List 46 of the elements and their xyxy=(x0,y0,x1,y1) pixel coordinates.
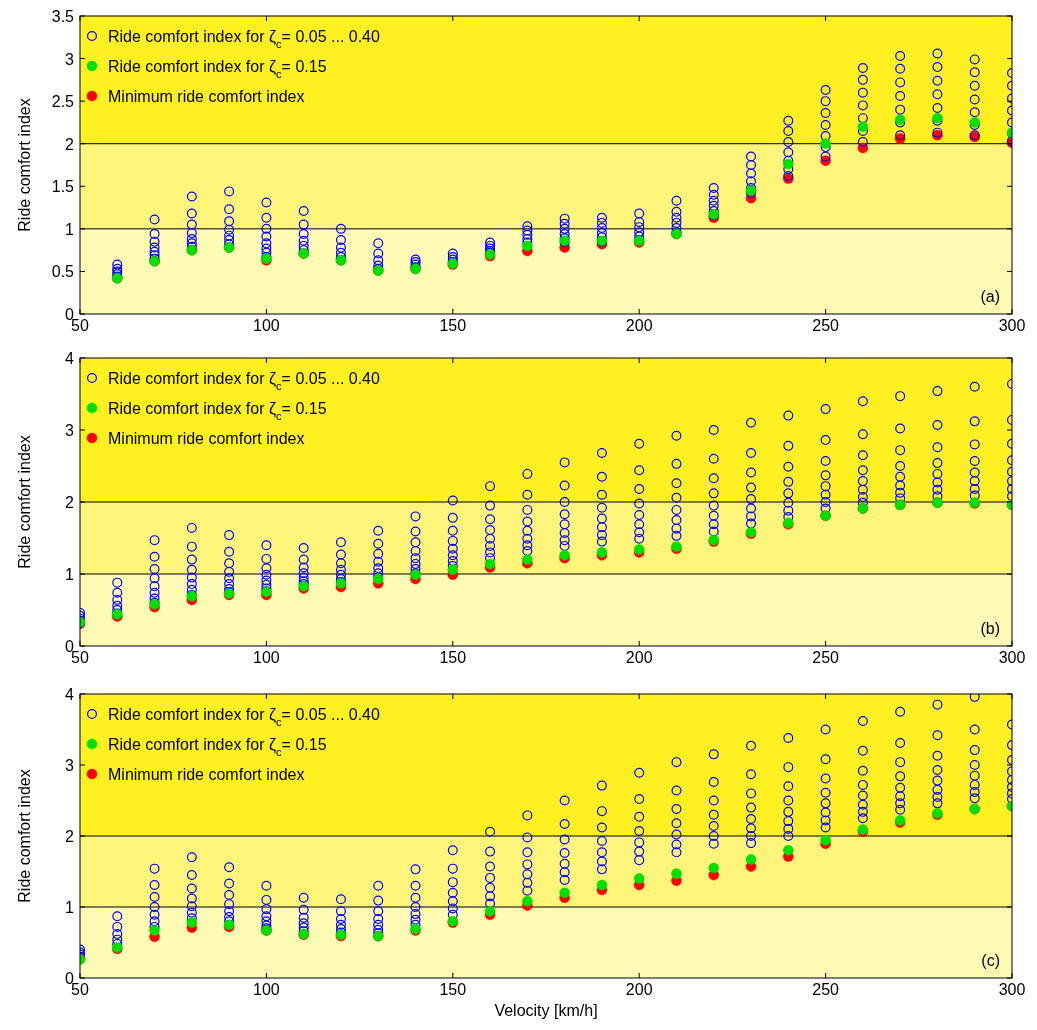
annotation: (a) xyxy=(980,288,1000,305)
y-tick-label: 1 xyxy=(65,220,75,238)
y-tick-label: 1 xyxy=(65,566,75,583)
x-axis-title: Velocity [km/h] xyxy=(494,1002,598,1019)
x-tick-label: 100 xyxy=(253,649,280,666)
legend-label: Ride comfort index for ζ$_{c}$= 0.15 xyxy=(108,736,327,758)
annotation: (b) xyxy=(980,620,1000,637)
y-tick-label: 2 xyxy=(65,828,75,845)
annotation: (c) xyxy=(981,952,1000,969)
y-tick-label: 3 xyxy=(65,757,75,774)
x-tick-label: 100 xyxy=(253,981,280,998)
x-tick-label: 100 xyxy=(253,317,280,334)
y-tick-label: 0.5 xyxy=(51,263,75,281)
y-tick-label: 1 xyxy=(65,899,75,916)
x-tick-label: 150 xyxy=(439,981,467,998)
legend-label: Ride comfort index for ζ$_{c}$= 0.05 ... 0.40 xyxy=(108,28,381,50)
y-axis-title: Ride comfort index xyxy=(16,435,33,569)
legend-label: Ride comfort index for ζ$_{c}$= 0.05 ... 0.40 xyxy=(108,370,381,392)
y-axis-title: Ride comfort index xyxy=(16,98,33,232)
x-tick-label: 150 xyxy=(439,649,467,666)
x-tick-label: 200 xyxy=(625,649,653,666)
x-tick-label: 250 xyxy=(812,981,840,998)
y-tick-label: 2.5 xyxy=(51,93,75,111)
y-tick-label: 2 xyxy=(65,494,75,511)
y-tick-label: 2 xyxy=(65,135,75,153)
x-tick-label: 200 xyxy=(625,981,653,998)
legend-label: Ride comfort index for ζ$_{c}$= 0.15 xyxy=(108,58,327,80)
y-tick-label: 1.5 xyxy=(51,178,75,196)
y-tick-label: 4 xyxy=(65,350,75,367)
legend-label: Minimum ride comfort index xyxy=(108,430,305,447)
legend-label: Minimum ride comfort index xyxy=(108,766,305,783)
legend-label: Ride comfort index for ζ$_{c}$= 0.05 ... 0.40 xyxy=(108,706,381,728)
x-tick-label: 300 xyxy=(998,317,1026,334)
y-tick-label: 3 xyxy=(65,50,75,68)
y-tick-label: 3 xyxy=(65,422,75,439)
legend-label: Ride comfort index for ζ$_{c}$= 0.15 xyxy=(108,400,327,422)
x-tick-label: 250 xyxy=(812,317,840,334)
legend-label: Minimum ride comfort index xyxy=(108,88,305,105)
y-tick-label: 3.5 xyxy=(51,8,75,25)
x-tick-label: 150 xyxy=(439,317,467,334)
x-tick-label: 200 xyxy=(625,317,653,334)
x-tick-label: 250 xyxy=(812,649,840,666)
x-tick-label: 300 xyxy=(998,649,1026,666)
y-tick-label: 4 xyxy=(65,686,75,703)
y-axis-title: Ride comfort index xyxy=(16,769,33,903)
x-tick-label: 300 xyxy=(998,981,1026,998)
